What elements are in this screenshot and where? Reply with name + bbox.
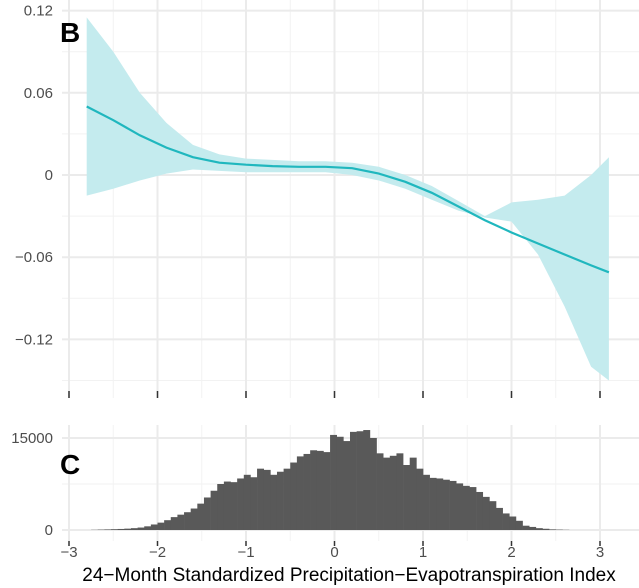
histogram-bar	[323, 452, 331, 530]
histogram-bar	[230, 482, 238, 530]
panel-b-x-ticks	[68, 391, 601, 398]
panel-b-smooth-plot: 0.12 0.06 0 −0.06 −0.12 B	[15, 0, 639, 398]
histogram-bar	[476, 491, 484, 530]
histogram-bar	[423, 474, 430, 530]
histogram-bar	[502, 513, 510, 530]
histogram-bar	[535, 528, 543, 530]
histogram-bar	[164, 520, 172, 530]
histogram-bar	[250, 477, 258, 530]
histogram-bar	[456, 483, 464, 530]
x-tick-label: 2	[507, 544, 515, 561]
histogram-bar	[270, 474, 278, 530]
histogram-bar	[389, 455, 397, 530]
panel-c-x-ticks: −3 −2 −1 0 1 2 3	[60, 541, 604, 561]
histogram-bar	[276, 471, 284, 530]
y-tick-label: −0.12	[15, 331, 53, 348]
histogram-bar	[330, 434, 338, 530]
histogram-bar	[376, 453, 384, 530]
panel-b-y-ticks: 0.12 0.06 0 −0.06 −0.12	[15, 3, 53, 349]
histogram-bar	[429, 477, 437, 530]
histogram-bars	[91, 430, 570, 530]
x-tick-label: −3	[60, 544, 77, 561]
histogram-bar	[237, 478, 245, 530]
histogram-bar	[469, 487, 477, 530]
x-axis-title: 24−Month Standardized Precipitation−Evap…	[82, 565, 616, 586]
histogram-bar	[369, 438, 377, 530]
histogram-bar	[203, 497, 211, 530]
histogram-bar	[263, 469, 271, 530]
y-tick-label: 0.12	[24, 3, 53, 20]
histogram-bar	[515, 520, 523, 530]
panel-c-histogram: 15000 0 −3 −2 −1 0 1 2 3 C	[11, 425, 639, 561]
histogram-bar	[150, 524, 158, 530]
histogram-bar	[542, 528, 550, 530]
x-tick-label: 3	[596, 544, 604, 561]
histogram-bar	[170, 517, 178, 530]
x-tick-label: 0	[330, 544, 338, 561]
histogram-bar	[343, 441, 351, 530]
histogram-bar	[177, 514, 185, 530]
histogram-bar	[356, 431, 364, 530]
histogram-bar	[210, 490, 218, 530]
panel-label-b: B	[60, 17, 80, 48]
histogram-bar	[111, 529, 118, 530]
histogram-bar	[303, 453, 311, 530]
histogram-bar	[197, 503, 205, 530]
histogram-bar	[137, 527, 145, 530]
histogram-bar	[383, 457, 391, 530]
panel-label-c: C	[60, 449, 80, 480]
y-tick-label: 0.06	[24, 85, 53, 102]
histogram-bar	[117, 528, 125, 530]
smooth-line	[86, 105, 610, 274]
histogram-bar	[482, 496, 490, 530]
histogram-bar	[462, 485, 470, 530]
y-tick-label: 0	[45, 522, 53, 539]
histogram-bar	[363, 430, 371, 530]
x-tick-label: −1	[237, 544, 254, 561]
histogram-bar	[442, 479, 450, 530]
x-tick-label: −2	[149, 544, 166, 561]
histogram-bar	[223, 481, 231, 530]
histogram-bar	[449, 480, 457, 530]
histogram-bar	[529, 526, 537, 530]
histogram-bar	[217, 484, 225, 530]
histogram-bar	[416, 468, 424, 530]
histogram-bar	[316, 450, 324, 530]
histogram-bar	[184, 512, 191, 530]
histogram-bar	[290, 462, 298, 530]
histogram-bar	[243, 474, 251, 530]
histogram-bar	[409, 457, 417, 530]
histogram-bar	[396, 453, 404, 530]
histogram-bar	[403, 464, 411, 530]
histogram-bar	[257, 468, 264, 530]
y-tick-label: 0	[45, 167, 53, 184]
histogram-bar	[104, 529, 112, 530]
histogram-bar	[283, 468, 291, 530]
histogram-bar	[144, 526, 152, 530]
histogram-bar	[157, 522, 165, 530]
histogram-bar	[509, 516, 517, 530]
histogram-bar	[310, 450, 318, 530]
histogram-bar	[190, 508, 198, 530]
histogram-bar	[130, 528, 138, 530]
histogram-bar	[336, 436, 344, 530]
panel-c-y-ticks: 15000 0	[11, 430, 53, 539]
y-tick-label: 15000	[11, 430, 53, 447]
histogram-bar	[549, 529, 557, 530]
histogram-bar	[522, 525, 530, 530]
histogram-bar	[349, 431, 357, 530]
histogram-bar	[489, 501, 497, 530]
histogram-bar	[496, 507, 503, 530]
x-tick-label: 1	[419, 544, 427, 561]
histogram-bar	[436, 478, 444, 530]
histogram-bar	[296, 456, 304, 530]
histogram-bar	[124, 528, 132, 530]
y-tick-label: −0.06	[15, 249, 53, 266]
